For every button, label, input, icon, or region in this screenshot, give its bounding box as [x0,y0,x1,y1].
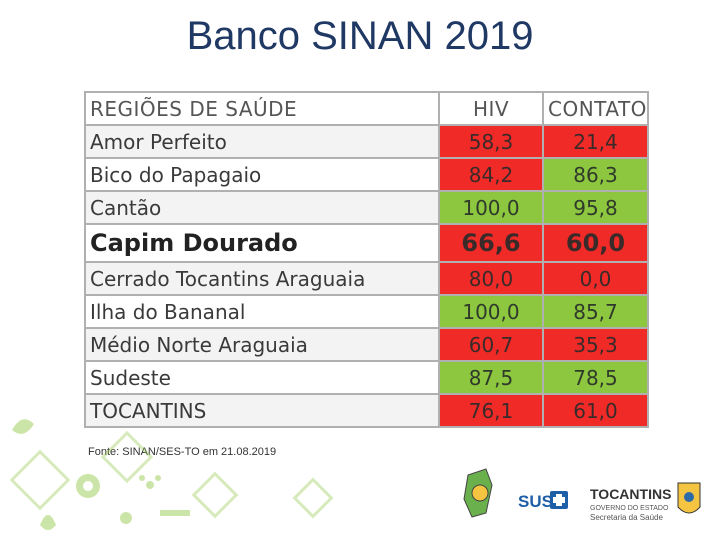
hiv-cell: 60,7 [438,327,544,362]
region-cell: Bico do Papagaio [84,157,440,192]
region-cell: Cerrado Tocantins Araguaia [84,261,440,296]
state-sub2: Secretaria da Saúde [590,513,663,522]
contato-cell: 61,0 [542,393,649,428]
table-row: Sudeste 87,5 78,5 [84,360,649,395]
state-name: TOCANTINS [590,486,671,502]
region-cell: TOCANTINS [84,393,440,428]
contato-cell: 95,8 [542,190,649,225]
diamond-shape [100,430,154,484]
region-cell: Médio Norte Araguaia [84,327,440,362]
sus-text: SUS [518,492,553,511]
hiv-cell: 66,6 [438,223,544,263]
eye-icon [76,474,100,498]
table-row: Capim Dourado 66,6 60,0 [84,223,649,263]
region-cell: Cantão [84,190,440,225]
region-cell: Capim Dourado [84,223,440,263]
sus-logo: SUS [518,491,568,511]
ribbon-icon [40,515,56,530]
tocantins-logo: TOCANTINS GOVERNO DO ESTADO Secretaria d… [590,482,701,522]
diamond-shape [9,449,71,511]
state-map-logo [463,468,493,518]
header-region: REGIÕES DE SAÚDE [84,91,440,126]
pill-icon [160,510,190,516]
contato-cell: 85,7 [542,294,649,329]
table-row: TOCANTINS 76,1 61,0 [84,393,649,428]
table-header-row: REGIÕES DE SAÚDE HIV CONTATO [84,91,649,126]
paw-icon [146,481,154,489]
data-table: REGIÕES DE SAÚDE HIV CONTATO Amor Perfei… [84,91,649,428]
decorative-health-pattern [9,419,334,530]
contato-cell: 35,3 [542,327,649,362]
leaf-icon [12,419,34,434]
table-row: Cerrado Tocantins Araguaia 80,0 0,0 [84,261,649,296]
contato-cell: 86,3 [542,157,649,192]
logos-area: SUS TOCANTINS GOVERNO DO ESTADO Secretar… [463,468,701,522]
contato-cell: 78,5 [542,360,649,395]
source-note: Fonte: SINAN/SES-TO em 21.08.2019 [88,446,277,458]
table-row: Amor Perfeito 58,3 21,4 [84,124,649,159]
hiv-cell: 100,0 [438,190,544,225]
diamond-shape [292,477,334,519]
contato-cell: 60,0 [542,223,649,263]
table-row: Médio Norte Araguaia 60,7 35,3 [84,327,649,362]
hiv-cell: 84,2 [438,157,544,192]
hiv-cell: 100,0 [438,294,544,329]
diamond-shape [191,471,239,519]
hiv-cell: 80,0 [438,261,544,296]
table-row: Bico do Papagaio 84,2 86,3 [84,157,649,192]
region-cell: Sudeste [84,360,440,395]
hiv-cell: 87,5 [438,360,544,395]
page-title: Banco SINAN 2019 [186,14,534,58]
region-cell: Ilha do Bananal [84,294,440,329]
table-row: Ilha do Bananal 100,0 85,7 [84,294,649,329]
state-sub1: GOVERNO DO ESTADO [590,505,669,512]
runner-icon [120,512,132,524]
contato-cell: 0,0 [542,261,649,296]
hiv-cell: 58,3 [438,124,544,159]
contato-cell: 21,4 [542,124,649,159]
header-hiv: HIV [438,91,544,126]
header-contato: CONTATO [542,91,649,126]
hiv-cell: 76,1 [438,393,544,428]
table-row: Cantão 100,0 95,8 [84,190,649,225]
region-cell: Amor Perfeito [84,124,440,159]
